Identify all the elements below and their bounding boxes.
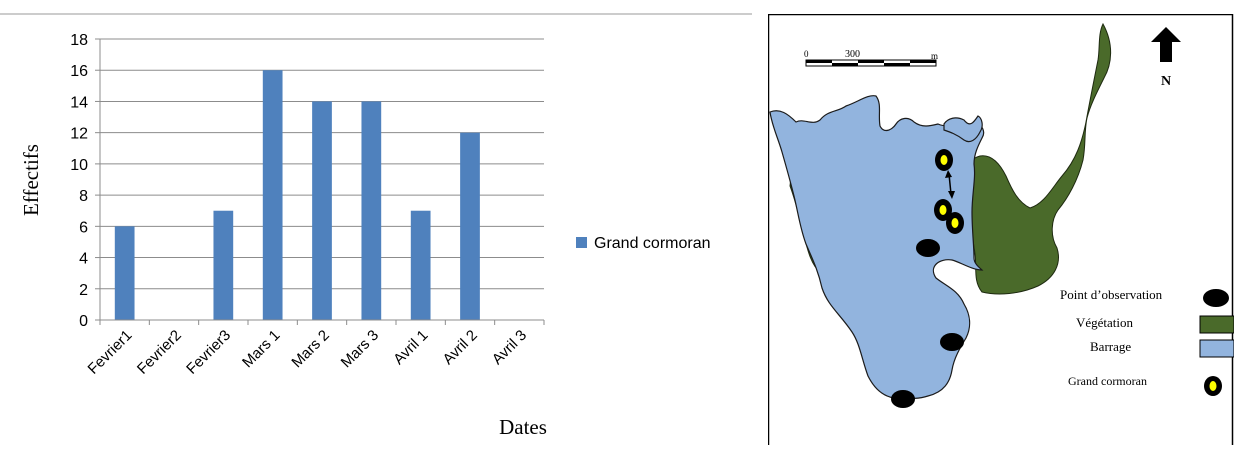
legend-swatch-grand-cormoran xyxy=(576,237,587,248)
arrow-head-down xyxy=(948,191,955,199)
reservoir-water xyxy=(769,95,985,400)
bar-avril-1 xyxy=(410,210,431,320)
legend-symbol-observation-point xyxy=(1203,289,1229,307)
y-tick-label: 18 xyxy=(70,32,88,49)
scale-mid-label: 300 xyxy=(845,49,860,60)
x-tick-label: Avril 1 xyxy=(390,327,431,368)
x-tick-label: Fevrier1 xyxy=(85,327,136,378)
bar-mars-3 xyxy=(361,101,382,320)
y-tick-label: 16 xyxy=(70,63,88,80)
study-site-map: 0 300 m N xyxy=(767,13,1234,450)
scale-unit-label: m xyxy=(931,51,938,61)
legend-label-grand-cormoran: Grand cormoran xyxy=(594,235,711,252)
observation-point-marker xyxy=(916,239,940,257)
cormorant-markers xyxy=(934,149,964,234)
y-axis-label: Effectifs xyxy=(19,144,43,216)
bar-chart: 0 2 4 6 8 10 12 14 16 18 Fevrier1Fevrier2Fevrier3… xyxy=(0,13,752,439)
bar-mars-2 xyxy=(312,101,332,320)
legend-label-barrage: Barrage xyxy=(1090,339,1131,354)
y-tick-label: 4 xyxy=(79,251,88,268)
y-tick-label: 14 xyxy=(70,94,88,111)
map-legend: Point d’observation Végétation Barrage G… xyxy=(1060,287,1234,396)
y-tick-label: 2 xyxy=(79,282,88,299)
chart-legend: Grand cormoran xyxy=(576,235,711,252)
y-tick-label: 8 xyxy=(79,188,88,205)
legend-label-grand-cormoran: Grand cormoran xyxy=(1068,374,1147,388)
x-tick-label: Fevrier2 xyxy=(134,327,185,378)
x-tick-label: Avril 2 xyxy=(440,327,481,368)
observation-point-marker xyxy=(940,333,964,351)
bar-chart-panel: 0 2 4 6 8 10 12 14 16 18 Fevrier1 Fevrier2 Fevrier3… xyxy=(0,13,752,439)
legend-label-vegetation: Végétation xyxy=(1076,315,1134,330)
map-panel: 0 300 m N xyxy=(767,13,1234,450)
y-tick-label: 0 xyxy=(79,313,88,330)
cormorant-marker-inner xyxy=(951,218,959,228)
legend-label-observation-point: Point d’observation xyxy=(1060,287,1163,302)
y-tick-label: 10 xyxy=(70,157,88,174)
x-tick-label: Mars 1 xyxy=(239,327,283,371)
x-tick-label: Mars 2 xyxy=(288,327,332,371)
north-label: N xyxy=(1161,74,1171,89)
x-tick-label: Mars 3 xyxy=(338,327,382,371)
y-tick-label: 6 xyxy=(79,219,88,236)
observation-points xyxy=(891,239,964,408)
bar-avril-2 xyxy=(460,132,480,320)
bar-fevrier3 xyxy=(213,210,234,320)
legend-symbol-vegetation xyxy=(1199,315,1234,334)
x-tick-label: Fevrier3 xyxy=(183,327,234,378)
north-arrow-icon: N xyxy=(1151,27,1181,89)
y-tick-label: 12 xyxy=(70,126,88,143)
bar-mars-1 xyxy=(262,70,283,320)
x-tick-label: Avril 3 xyxy=(489,327,530,368)
scale-start-label: 0 xyxy=(804,49,809,59)
arrow-head-up xyxy=(945,170,952,178)
reservoir-north-arm xyxy=(943,115,983,143)
scale-bar: 0 300 m xyxy=(804,49,938,67)
cormorant-marker-inner xyxy=(940,155,948,165)
x-axis-label: Dates xyxy=(499,415,547,439)
legend-symbol-cormorant-inner xyxy=(1209,381,1217,391)
legend-symbol-water xyxy=(1199,339,1234,358)
observation-point-marker xyxy=(891,390,915,408)
cormorant-marker-inner xyxy=(939,205,947,215)
bar-fevrier1 xyxy=(114,226,135,320)
